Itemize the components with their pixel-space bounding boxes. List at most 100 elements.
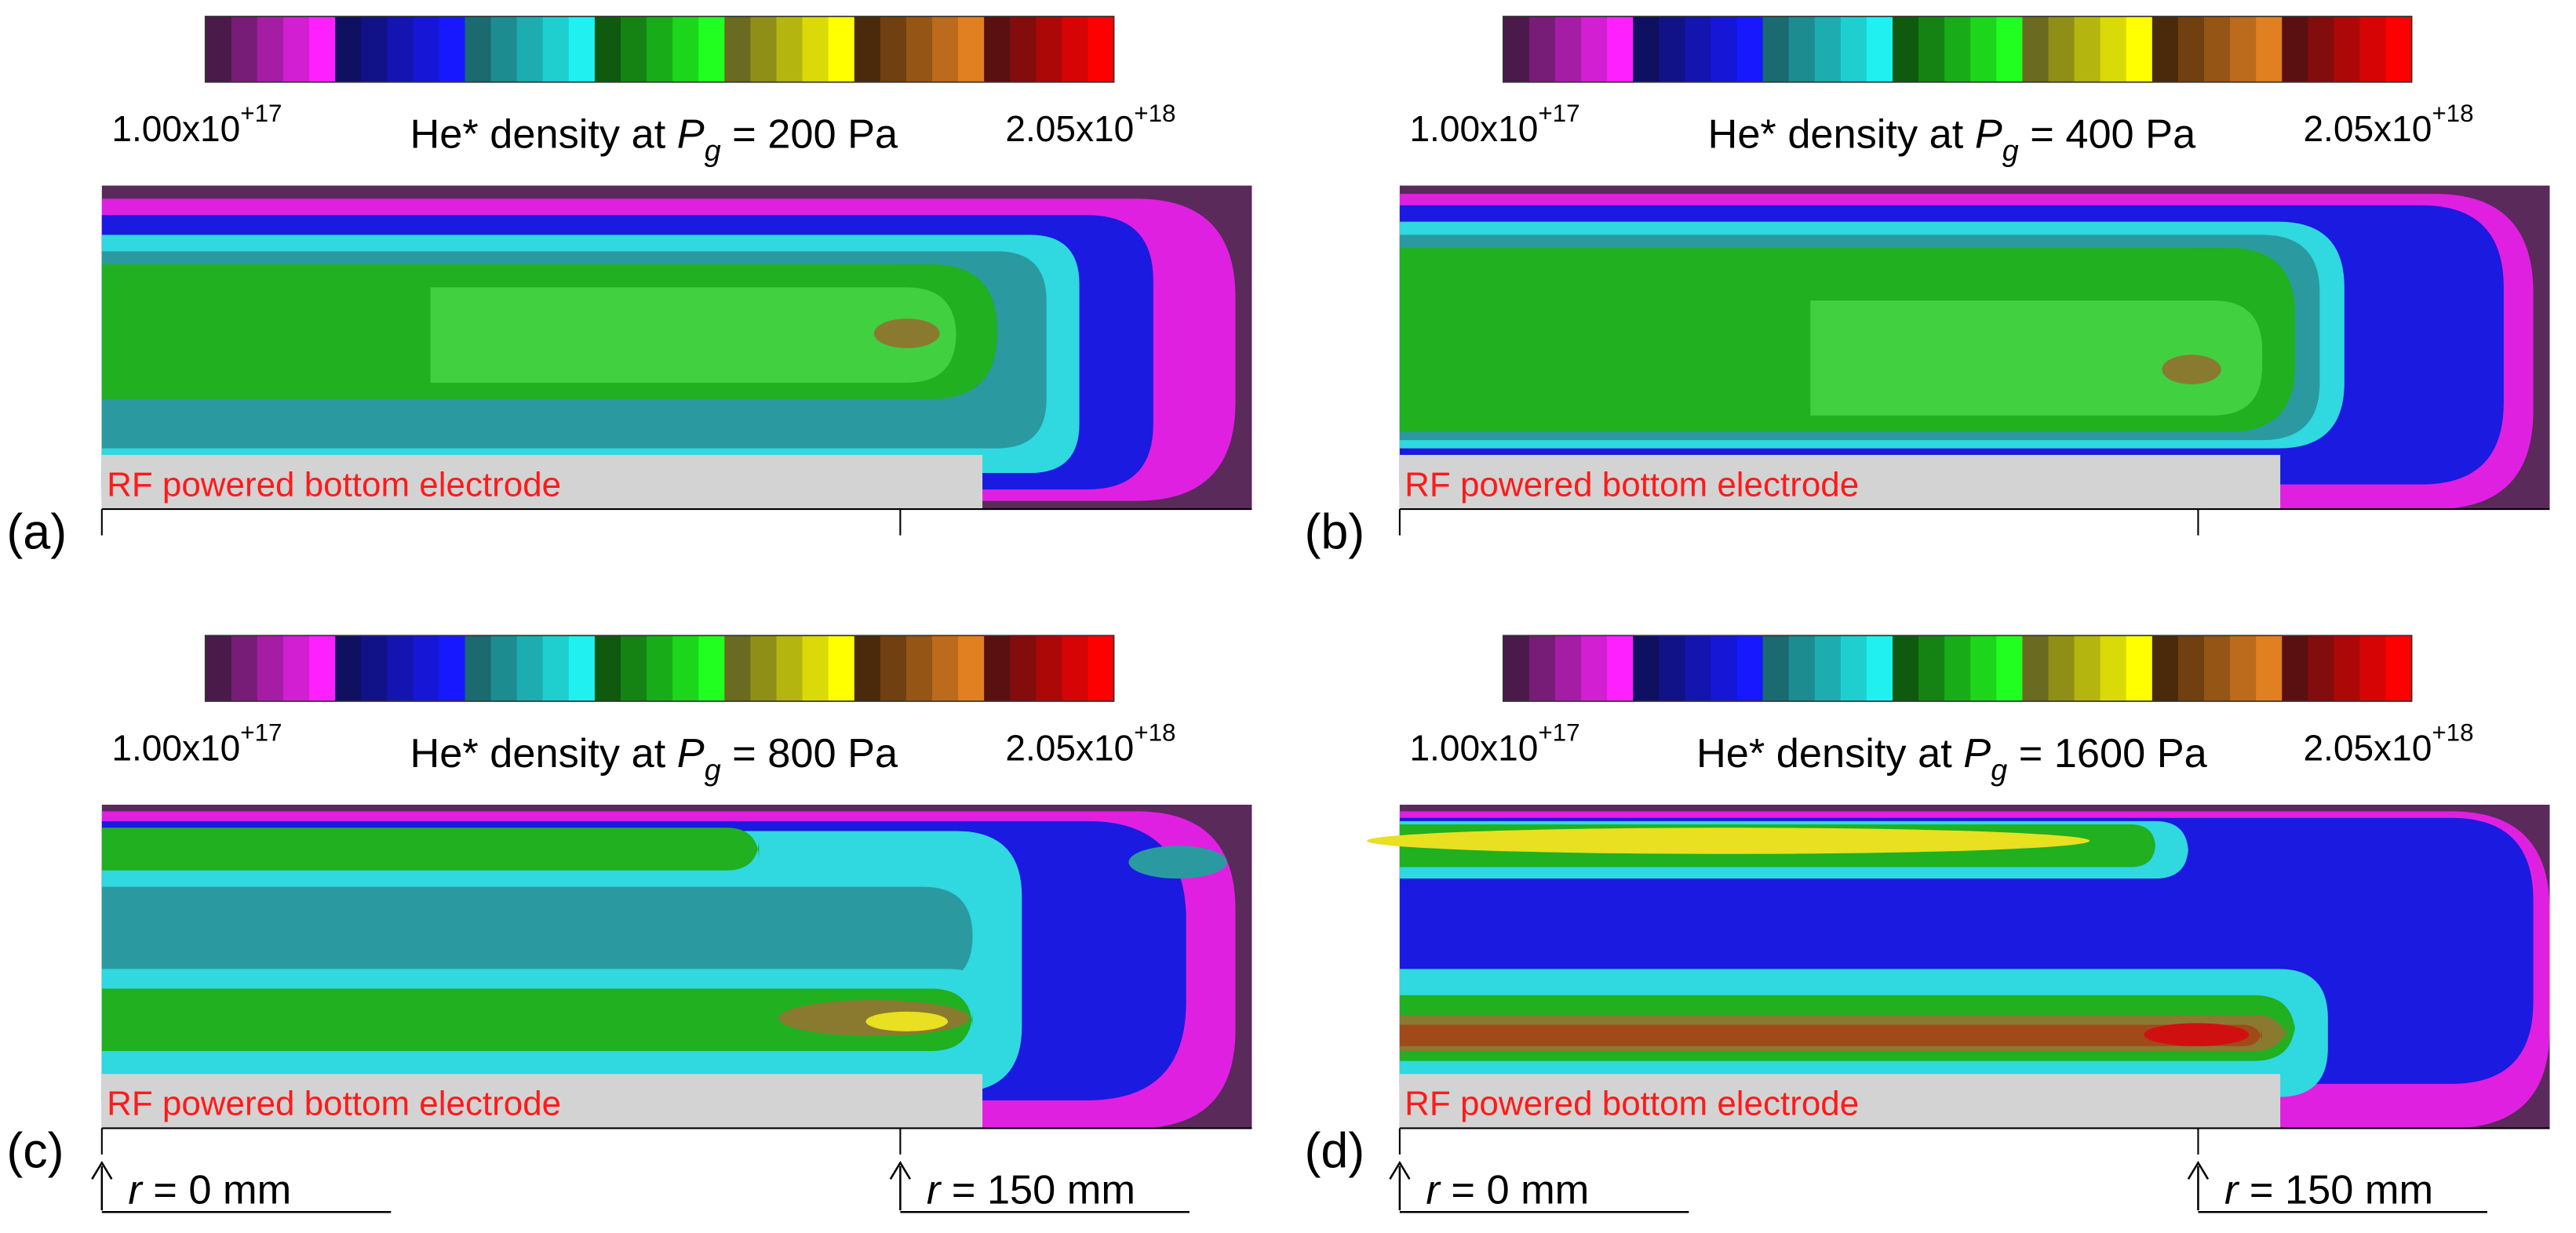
- colorbar-label: 2.05x10+18: [1005, 718, 1175, 768]
- colorbar-step: [465, 635, 492, 702]
- colorbar-step: [2334, 16, 2361, 82]
- colorbar-step: [2230, 635, 2257, 702]
- colorbar-label: 1.00x10+17: [111, 718, 282, 768]
- colorbar-step: [387, 635, 414, 702]
- panel-title: He* density at Pg = 1600 Pa: [1696, 731, 2208, 787]
- colorbar-step: [542, 635, 570, 702]
- panel: 1.00x10+17 2.05x10+18 He* density at Pg = …: [1304, 16, 2550, 559]
- colorbar-step: [984, 635, 1011, 702]
- r-text: = 0 mm: [1440, 1168, 1589, 1213]
- colorbar-step: [724, 635, 752, 702]
- colorbar-step: [568, 635, 596, 702]
- colorbar-step: [1036, 635, 1063, 702]
- colorbar-step: [1659, 635, 1685, 702]
- colorbar-step: [2203, 16, 2231, 82]
- colorbar-step: [2126, 16, 2153, 82]
- colorbar-step: [2203, 635, 2231, 702]
- colorbar-step: [309, 635, 336, 702]
- colorbar-frame: [204, 16, 1115, 83]
- colorbar-step: [1528, 635, 1556, 702]
- colorbar-step: [439, 635, 466, 702]
- colorbar-step: [568, 16, 596, 82]
- contour-plot: RF powered bottom electrode: [1399, 185, 2550, 510]
- colorbar-step: [802, 635, 829, 702]
- colorbar-step: [257, 635, 284, 702]
- colorbar-step: [2074, 16, 2101, 82]
- colorbar-step: [413, 16, 440, 82]
- panel-label: (d): [1304, 1124, 1365, 1179]
- colorbar-step: [647, 16, 673, 82]
- colorbar-step: [1633, 16, 1660, 82]
- colorbar-step: [1010, 16, 1037, 82]
- colorbar-step: [335, 635, 362, 702]
- colorbar-step: [542, 16, 570, 82]
- colorbar-step: [1062, 635, 1089, 702]
- colorbar: [1502, 16, 2413, 83]
- colorbar-step: [1607, 635, 1634, 702]
- colorbar-step: [1814, 635, 1842, 702]
- colorbar-step: [1503, 16, 1530, 82]
- electrode-label: RF powered bottom electrode: [1405, 1085, 1859, 1123]
- colorbar-step: [984, 16, 1011, 82]
- colorbar-step: [231, 16, 258, 82]
- colorbar-step: [1503, 635, 1530, 702]
- colorbar-step: [205, 635, 232, 702]
- colorbar-step: [1736, 16, 1764, 82]
- colorbar-step: [828, 635, 855, 702]
- title-symbol: P: [677, 111, 705, 157]
- mantissa: 1.00x10: [111, 108, 240, 149]
- contour-region: [1367, 827, 2090, 854]
- arrow-head: [889, 1160, 912, 1180]
- colorbar-step: [1918, 16, 1945, 82]
- colorbar-step: [257, 16, 284, 82]
- colorbar-step: [854, 16, 881, 82]
- colorbar-step: [880, 16, 907, 82]
- r-symbol: r: [927, 1168, 942, 1213]
- colorbar-step: [2282, 635, 2308, 702]
- contour-region: [430, 287, 956, 383]
- colorbar-label: 1.00x10+17: [1409, 100, 1579, 149]
- colorbar-step: [2074, 635, 2101, 702]
- electrode: [1399, 454, 2281, 510]
- contour-region: [101, 827, 760, 871]
- colorbar-step: [2022, 635, 2050, 702]
- colorbar-step: [1866, 635, 1893, 702]
- colorbar-step: [1062, 16, 1089, 82]
- colorbar-label: 2.05x10+18: [2303, 100, 2473, 149]
- title-subscript: g: [705, 754, 721, 787]
- title-subscript: g: [1991, 754, 2007, 787]
- colorbar-step: [2100, 635, 2127, 702]
- r-symbol: r: [2224, 1168, 2240, 1213]
- colorbar: [204, 16, 1115, 83]
- colorbar-step: [490, 635, 518, 702]
- colorbar-step: [1659, 16, 1685, 82]
- colorbar-step: [931, 16, 959, 82]
- colorbar-step: [1736, 635, 1764, 702]
- panel: 1.00x10+17 2.05x10+18 He* density at Pg = …: [6, 16, 1252, 559]
- colorbar: [1502, 635, 2413, 702]
- contour-region: [2162, 355, 2221, 384]
- r-symbol: r: [128, 1168, 144, 1213]
- mantissa: 1.00x10: [1409, 108, 1538, 149]
- contour-region: [1810, 300, 2263, 416]
- colorbar-step: [2385, 635, 2413, 702]
- electrode-label: RF powered bottom electrode: [107, 1085, 561, 1123]
- colorbar-step: [205, 16, 232, 82]
- exponent: +17: [240, 718, 282, 746]
- colorbar-step: [1607, 16, 1634, 82]
- colorbar-step: [1088, 635, 1115, 702]
- colorbar-step: [958, 635, 985, 702]
- mantissa: 2.05x10: [1005, 727, 1134, 768]
- colorbar-step: [1711, 635, 1738, 702]
- mantissa: 1.00x10: [1409, 727, 1538, 768]
- title-symbol: P: [1963, 731, 1991, 777]
- arrow-head: [91, 1160, 113, 1180]
- colorbar-step: [2177, 16, 2205, 82]
- colorbar-step: [958, 16, 985, 82]
- colorbar-step: [439, 16, 466, 82]
- electrode-label: RF powered bottom electrode: [107, 465, 561, 504]
- colorbar-label: 2.05x10+18: [2303, 718, 2473, 768]
- title-prefix: He* density at: [1708, 111, 1975, 157]
- panel-title: He* density at Pg = 200 Pa: [410, 111, 898, 167]
